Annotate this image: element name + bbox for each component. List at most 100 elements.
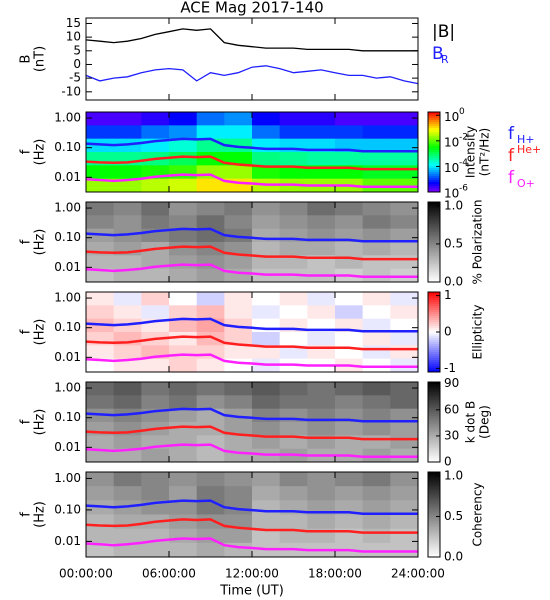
- spectrogram-cell: [252, 305, 281, 320]
- colorbar-strip: [428, 188, 440, 191]
- spectrogram-cell: [362, 125, 391, 140]
- spectrogram-cell: [224, 528, 253, 544]
- spectrogram-cell: [169, 228, 198, 243]
- spectrogram-cell: [362, 178, 391, 193]
- y-tick-label: 1.00: [54, 291, 81, 305]
- colorbar-strip: [428, 430, 440, 433]
- spectrogram-cell: [390, 448, 419, 463]
- spectrogram-cell: [196, 112, 225, 126]
- colorbar-label: % Polarization: [471, 200, 485, 285]
- spectrogram-cell: [390, 215, 419, 230]
- colorbar-strip: [428, 258, 440, 261]
- y-tick-label: 1.00: [54, 381, 81, 395]
- spectrogram-cell: [252, 318, 281, 333]
- colorbar-strip: [428, 392, 440, 395]
- spectrogram-cell: [86, 268, 115, 283]
- frequency-line: [85, 443, 418, 459]
- colorbar-strip: [428, 272, 440, 275]
- y-axis-label: (Hz): [33, 409, 48, 436]
- colorbar-strip: [428, 344, 440, 347]
- colorbar-strip: [428, 554, 440, 558]
- spectrogram-cell: [279, 112, 308, 126]
- colorbar-strip: [428, 264, 440, 267]
- spectrogram-cell: [279, 125, 308, 140]
- colorbar-strip: [428, 540, 440, 543]
- spectrogram-cell: [169, 305, 198, 320]
- spectrogram-cell: [113, 382, 142, 396]
- colorbar-strip: [428, 224, 440, 227]
- series-line: [85, 65, 419, 85]
- spectrogram-cell: [307, 292, 336, 306]
- y-tick-label: 0.01: [54, 350, 81, 364]
- spectrogram-cell: [169, 215, 198, 230]
- spectrogram-cell: [169, 382, 198, 396]
- spectrogram-cell: [86, 345, 115, 360]
- colorbar-strip: [428, 444, 440, 447]
- colorbar-strip: [428, 206, 440, 209]
- spectrogram-cell: [224, 138, 253, 153]
- spectrogram-cell: [141, 395, 170, 410]
- spectrogram-cell: [169, 395, 198, 410]
- colorbar-strip: [428, 216, 440, 219]
- colorbar-strip: [428, 552, 440, 556]
- spectrogram-cell: [141, 112, 170, 126]
- colorbar-strip: [428, 240, 440, 243]
- spectrogram-cell: [335, 292, 364, 306]
- colorbar-strip: [428, 386, 440, 389]
- colorbar-label: (nT²/Hz): [478, 128, 492, 176]
- spectrogram-cell: [335, 215, 364, 230]
- spectrogram-cell: [224, 514, 253, 530]
- spectrogram-cell: [141, 486, 170, 501]
- legend-label: f: [508, 168, 515, 188]
- spectrogram-cell: [252, 152, 281, 166]
- colorbar-strip: [428, 220, 440, 223]
- colorbar-strip: [428, 314, 440, 317]
- colorbar-strip: [428, 124, 440, 127]
- colorbar-strip: [428, 294, 440, 297]
- colorbar-strip: [428, 218, 440, 221]
- y-tick-label: 0.01: [54, 170, 81, 184]
- spectrogram-cell: [224, 228, 253, 243]
- spectrogram-cell: [390, 395, 419, 410]
- colorbar-strip: [428, 270, 440, 273]
- spectrogram-cell: [252, 228, 281, 243]
- spectrogram-cell: [362, 318, 391, 333]
- colorbar-strip: [428, 416, 440, 419]
- colorbar-strip: [428, 458, 440, 461]
- frequency-line: [85, 518, 418, 534]
- spectrogram-cell: [141, 202, 170, 216]
- spectrogram-cell: [196, 500, 225, 515]
- colorbar-strip: [428, 548, 440, 552]
- spectrogram-cell: [169, 435, 198, 450]
- colorbar-strip: [428, 122, 440, 125]
- colorbar-strip: [428, 366, 440, 369]
- spectrogram-cell: [169, 112, 198, 126]
- colorbar-strip: [428, 480, 440, 484]
- spectrogram-cell: [252, 202, 281, 216]
- spectrogram-cell: [224, 408, 253, 423]
- y-tick-label: 0.01: [54, 260, 81, 274]
- plot-frame: [85, 17, 419, 101]
- spectrogram-cell: [169, 345, 198, 360]
- colorbar-strip: [428, 172, 440, 175]
- spectrogram-cell: [113, 528, 142, 544]
- colorbar-strip: [428, 160, 440, 163]
- frequency-line: [85, 499, 418, 515]
- colorbar-strip: [428, 156, 440, 159]
- spectrogram-cell: [113, 165, 142, 180]
- legend-subscript: H+: [517, 133, 535, 146]
- spectrogram-cell: [113, 292, 142, 306]
- colorbar-strip: [428, 460, 440, 463]
- x-tick-label: 24:00:00: [391, 567, 445, 581]
- colorbar-strip: [428, 495, 440, 498]
- colorbar-strip: [428, 491, 440, 494]
- spectrogram-cell: [335, 422, 364, 436]
- spectrogram-cell: [141, 292, 170, 306]
- colorbar-strip: [428, 262, 440, 265]
- spectrogram-cell: [141, 125, 170, 140]
- spectrogram-cell: [279, 305, 308, 320]
- spectrogram-cell: [86, 165, 115, 180]
- spectrogram-cell: [86, 382, 115, 396]
- colorbar-strip: [428, 440, 440, 443]
- colorbar-frame: [427, 381, 441, 463]
